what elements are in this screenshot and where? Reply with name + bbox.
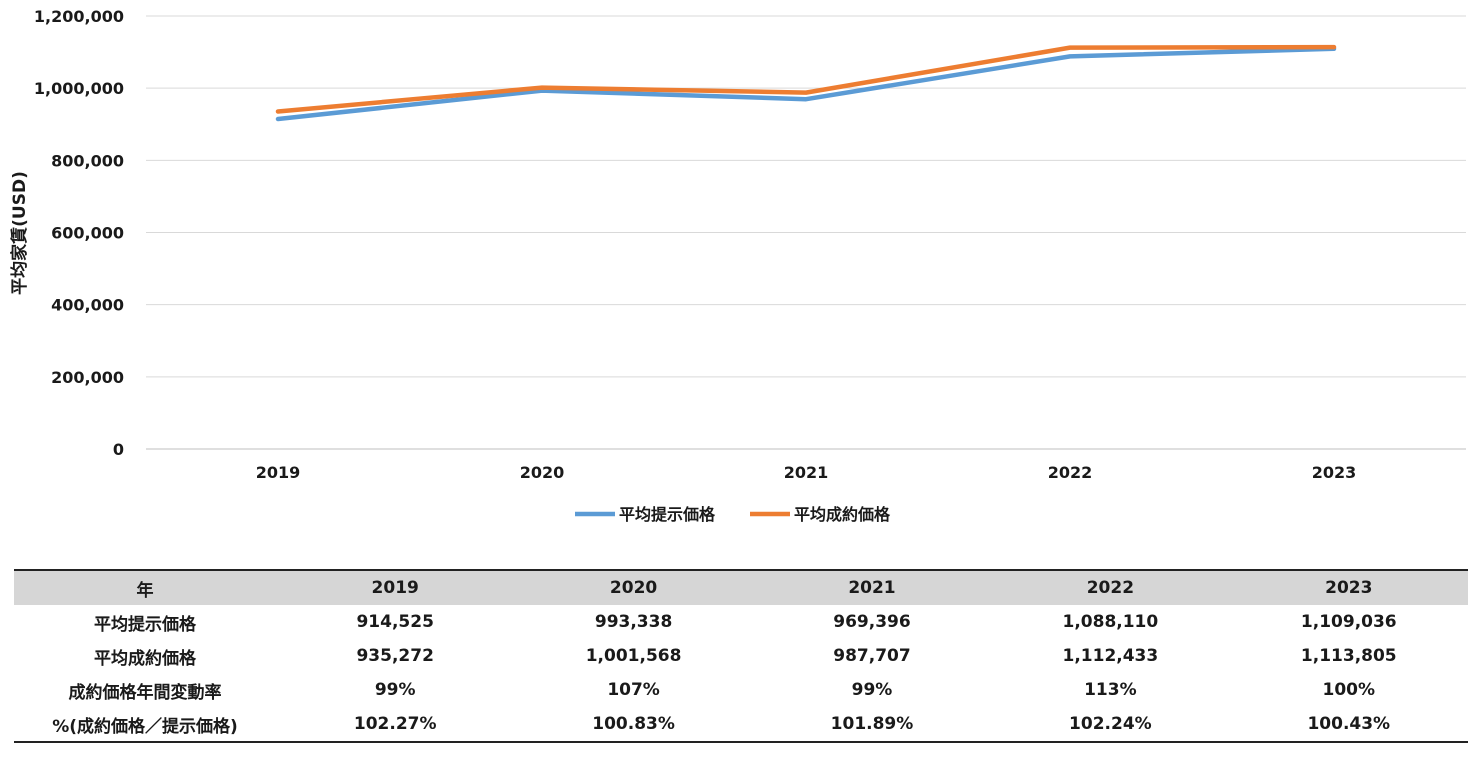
table-cell: 987,707 [833,646,911,666]
table-cell: 100.43% [1229,707,1468,743]
table-cell: 1,088,110 [1062,612,1159,632]
header-cell-year: 年 [14,569,276,605]
legend: 平均提示価格 平均成約価格 [575,505,891,524]
data-table: 年 2019 2020 2021 2022 2023 平均提示価格 914,52… [14,569,1468,743]
y-tick-label: 200,000 [51,368,124,387]
table-cell: 100.83% [514,707,753,743]
table-cell: 1,113,805 [1300,646,1397,666]
series-lines [275,44,1337,122]
legend-label-1: 平均提示価格 [619,505,716,524]
y-tick-label: 1,200,000 [34,7,124,26]
header-cell: 2022 [991,569,1230,605]
y-axis-ticks: 0 200,000 400,000 600,000 800,000 1,000,000 1,… [34,7,124,459]
table-row: 平均成約価格 935,272 1,001,568 987,707 1,112,4… [14,639,1468,673]
y-tick-label: 400,000 [51,296,124,315]
table-cell: 99% [851,680,893,700]
y-tick-label: 600,000 [51,224,124,243]
y-axis-label: 平均家賃(USD) [9,171,30,295]
header-cell: 2021 [752,569,992,605]
table-cell: 1,109,036 [1300,612,1397,632]
legend-label-2: 平均成約価格 [794,505,891,524]
table-header-row: 年 2019 2020 2021 2022 2023 [14,569,1468,605]
y-tick-label: 0 [113,440,124,459]
header-cell: 2020 [514,569,753,605]
row-label: 成約価格年間変動率 [68,682,222,703]
row-label: 平均提示価格 [94,614,196,635]
table-row: %(成約価格／提示価格) 102.27% 100.83% 101.89% 102… [14,707,1468,743]
y-tick-label: 1,000,000 [34,79,124,98]
x-axis-ticks: 2019 2020 2021 2022 2023 [256,463,1357,482]
table-cell: 1,112,433 [1062,646,1159,666]
row-label: 平均成約価格 [94,648,196,669]
table-cell: 935,272 [356,646,434,666]
table-cell: 107% [607,680,660,700]
table-cell: 102.24% [991,707,1230,743]
table-row: 平均提示価格 914,525 993,338 969,396 1,088,110… [14,605,1468,639]
row-label: %(成約価格／提示価格) [14,707,276,743]
x-tick-label: 2021 [784,463,829,482]
table-cell: 993,338 [594,612,673,632]
x-tick-label: 2020 [520,463,565,482]
table-row: 成約価格年間変動率 99% 107% 99% 113% 100% [14,673,1468,707]
x-tick-label: 2022 [1048,463,1093,482]
table-cell: 99% [374,680,416,700]
table-cell: 914,525 [356,612,434,632]
x-tick-label: 2019 [256,463,301,482]
table-cell: 113% [1084,680,1137,700]
table-cell: 969,396 [833,612,911,632]
table-cell: 101.89% [752,707,992,743]
x-tick-label: 2023 [1312,463,1357,482]
gridlines [146,15,1466,450]
table-cell: 102.27% [276,707,515,743]
series-line-1 [275,46,1337,122]
table-cell: 100% [1322,680,1376,700]
header-cell: 2019 [276,569,515,605]
series-line-2 [275,44,1337,114]
header-cell: 2023 [1229,569,1468,605]
y-tick-label: 800,000 [51,151,124,170]
table-cell: 1,001,568 [585,646,682,666]
line-chart: 0 200,000 400,000 600,000 800,000 1,000,000 1,… [9,7,1466,524]
